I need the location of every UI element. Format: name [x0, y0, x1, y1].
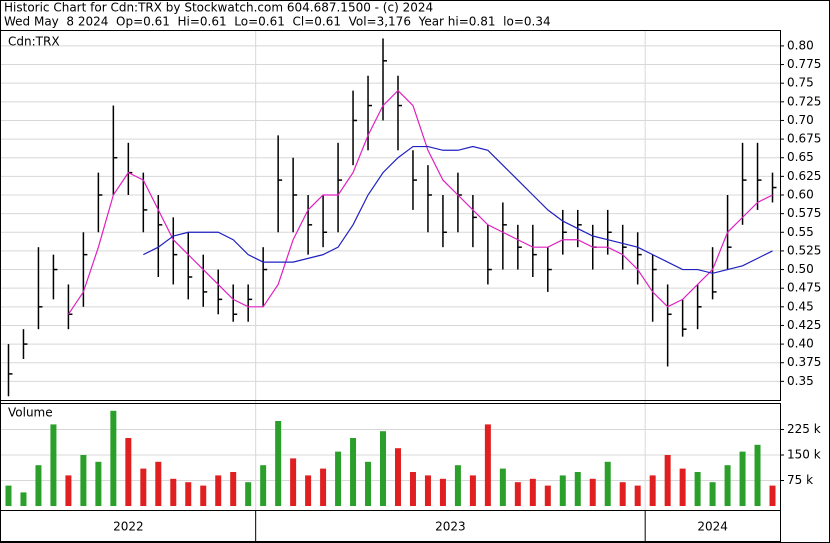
marks	[5, 38, 777, 506]
volume-bar	[335, 451, 342, 506]
y-tick-label: 0.775	[787, 57, 821, 71]
volume-bar	[544, 485, 551, 506]
volume-bar	[65, 475, 72, 506]
volume-bar	[365, 461, 372, 506]
volume-bar	[215, 475, 222, 506]
volume-bar	[574, 472, 581, 506]
chart-title: Historic Chart for Cdn:TRX by Stockwatch…	[4, 1, 433, 15]
volume-bar	[769, 485, 776, 506]
y-tick-label: 0.45	[787, 299, 814, 313]
volume-label: Volume	[8, 406, 53, 420]
volume-bar	[185, 482, 192, 506]
volume-bar	[245, 482, 252, 506]
plot	[1, 31, 780, 510]
time-axis	[0, 510, 781, 542]
y-tick-label: 0.675	[787, 132, 821, 146]
volume-bar	[454, 465, 461, 506]
y-tick-label: 0.80	[787, 38, 814, 52]
y-tick-label: 0.75	[787, 76, 814, 90]
symbol-label: Cdn:TRX	[8, 35, 60, 49]
volume-bar	[739, 451, 746, 506]
volume-bar	[380, 431, 387, 506]
volume-bar	[275, 421, 282, 506]
volume-bar	[679, 468, 686, 506]
volume-bar	[694, 472, 701, 506]
volume-bar	[110, 410, 117, 506]
chart-subtitle: Wed May 8 2024 Op=0.61 Hi=0.61 Lo=0.61 C…	[4, 15, 551, 29]
volume-bar	[724, 465, 731, 506]
volume-bar	[634, 485, 641, 506]
x-tick-label: 2022	[113, 520, 144, 534]
volume-bar	[589, 478, 596, 506]
y-tick-label: 0.65	[787, 150, 814, 164]
volume-bar	[125, 438, 132, 506]
volume-bar	[484, 424, 491, 506]
volume-bar	[5, 485, 12, 506]
volume-bar	[320, 468, 327, 506]
volume-bar	[709, 482, 716, 506]
v-tick-label: 225 k	[787, 422, 821, 436]
y-tick-label: 0.55	[787, 225, 814, 239]
v-tick-label: 150 k	[787, 448, 821, 462]
volume-bar	[649, 475, 656, 506]
y-tick-label: 0.60	[787, 188, 814, 202]
y-tick-label: 0.425	[787, 318, 821, 332]
y-tick-label: 0.40	[787, 337, 814, 351]
volume-bar	[95, 461, 102, 506]
volume-bar	[290, 458, 297, 506]
volume-bar	[409, 472, 416, 506]
y-tick-label: 0.35	[787, 374, 814, 388]
y-tick-label: 0.70	[787, 113, 814, 127]
x-tick-label: 2023	[435, 520, 466, 534]
volume-bar	[260, 465, 267, 506]
y-tick-label: 0.625	[787, 169, 821, 183]
v-tick-label: 75 k	[787, 473, 813, 487]
volume-bar	[514, 482, 521, 506]
volume-bar	[394, 448, 401, 506]
y-tick-label: 0.475	[787, 281, 821, 295]
volume-bar	[424, 475, 431, 506]
y-tick-label: 0.575	[787, 206, 821, 220]
volume-bar	[50, 424, 57, 506]
y-tick-label: 0.50	[787, 262, 814, 276]
volume-bar	[439, 478, 446, 506]
y-tick-label: 0.525	[787, 243, 821, 257]
volume-bar	[604, 461, 611, 506]
volume-bar	[469, 475, 476, 506]
volume-bar	[170, 478, 177, 506]
y-tick-label: 0.725	[787, 94, 821, 108]
volume-bar	[155, 461, 162, 506]
volume-bar	[80, 455, 87, 506]
volume-bar	[529, 478, 536, 506]
volume-bar	[664, 455, 671, 506]
volume-bar	[619, 482, 626, 506]
volume-bar	[559, 475, 566, 506]
x-tick-label: 2024	[697, 520, 728, 534]
y-tick-label: 0.375	[787, 355, 821, 369]
volume-bar	[140, 468, 147, 506]
volume-bar	[754, 444, 761, 506]
price-panel	[0, 30, 781, 401]
volume-bar	[499, 468, 506, 506]
volume-bar	[20, 492, 27, 506]
volume-bar	[350, 438, 357, 506]
volume-bar	[230, 472, 237, 506]
moving-average	[67, 89, 773, 315]
moving-average	[143, 145, 773, 274]
volume-bar	[35, 465, 42, 506]
volume-bar	[305, 475, 312, 506]
volume-bar	[200, 485, 207, 506]
